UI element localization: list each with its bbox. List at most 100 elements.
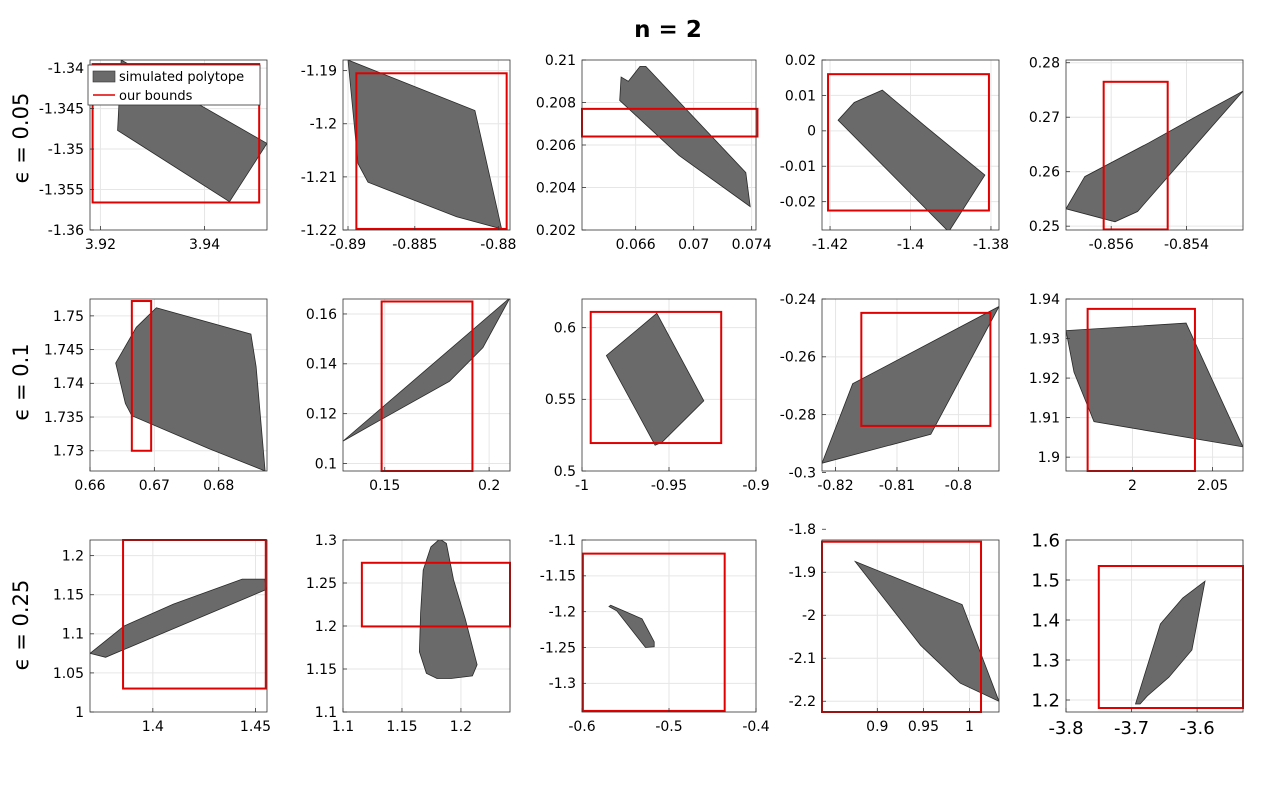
axes-box: [1065, 59, 1244, 231]
y-tick-label: 1.15: [53, 588, 84, 604]
y-tick-label: 0.26: [1029, 165, 1060, 181]
x-tick-label: -3.6: [1180, 718, 1215, 739]
y-tick-label: -1.2: [310, 117, 337, 133]
y-tick-label: -2.1: [789, 651, 816, 667]
y-tick-label: 1.92: [1029, 371, 1060, 387]
y-tick-label: 0.202: [536, 223, 576, 239]
x-tick-label: -0.856: [1089, 237, 1134, 253]
simulated-polytope: [605, 312, 705, 446]
subplot-2-3: -1 -0.95 -0.9 0.5 0.55 0.6: [545, 298, 770, 494]
x-tick-label: 0.95: [908, 719, 939, 735]
legend-polytope-label: simulated polytope: [119, 70, 244, 85]
y-tick-label: 1.745: [44, 342, 84, 358]
x-tick-label: 1.15: [386, 719, 417, 735]
y-tick-label: 1.5: [1031, 570, 1060, 591]
y-tick-label: 1.2: [1031, 690, 1060, 711]
x-tick-label: 1.45: [240, 719, 271, 735]
axes-box: [1065, 539, 1244, 713]
x-tick-label: 3.92: [85, 237, 116, 253]
x-tick-label: -0.9: [742, 478, 769, 494]
simulated-polytope: [1066, 322, 1243, 448]
axes-box: [342, 298, 511, 472]
axes-box: [89, 298, 268, 472]
y-tick-label: 0.28: [1029, 56, 1060, 72]
x-tick-label: -1.4: [897, 237, 924, 253]
y-tick-label: 1.2: [315, 619, 337, 635]
y-tick-label: 0.55: [545, 392, 576, 408]
x-tick-label: -3.8: [1048, 718, 1083, 739]
row-label-2: ϵ = 0.1: [9, 343, 33, 420]
y-tick-label: 0.12: [306, 407, 337, 423]
y-tick-label: 1.735: [44, 410, 84, 426]
x-tick-label: -0.82: [817, 478, 853, 494]
bounds-rectangle: [827, 73, 990, 212]
subplot-2-2: 0.15 0.2 0.1 0.12 0.14 0.16: [306, 298, 511, 494]
y-tick-label: -0.3: [789, 465, 816, 481]
y-tick-label: -1.345: [39, 101, 84, 117]
y-tick-label: 0.25: [1029, 219, 1060, 235]
x-tick-label: -0.4: [742, 719, 769, 735]
row-label-3: ϵ = 0.25: [9, 580, 33, 671]
y-tick-label: -0.28: [780, 408, 816, 424]
y-tick-label: -1.1: [549, 533, 576, 549]
bounds-rectangle: [91, 63, 261, 204]
y-tick-label: -1.3: [549, 676, 576, 692]
x-tick-label: -1.42: [812, 237, 848, 253]
y-tick-label: 0.27: [1029, 110, 1060, 126]
y-tick-label: 1.1: [315, 705, 337, 721]
y-tick-label: -2.2: [789, 694, 816, 710]
y-tick-label: -0.02: [780, 195, 816, 211]
y-tick-label: 1.3: [1031, 650, 1060, 671]
x-tick-label: 0.66: [74, 478, 105, 494]
x-tick-label: 3.94: [189, 237, 220, 253]
x-tick-label: 1.2: [450, 719, 472, 735]
bounds-rectangle: [581, 552, 726, 712]
y-tick-label: 0.21: [545, 53, 576, 69]
axes-box: [1065, 298, 1244, 472]
axes-box: [89, 539, 268, 713]
x-tick-label: -0.89: [330, 237, 366, 253]
x-tick-label: -0.6: [568, 719, 595, 735]
x-tick-label: -0.854: [1164, 237, 1209, 253]
y-tick-label: 1.3: [315, 533, 337, 549]
y-tick-label: 0: [807, 124, 816, 140]
subplot-3-2: 1.1 1.15 1.2 1.1 1.15 1.2 1.25 1.3: [306, 533, 511, 735]
x-tick-label: 2: [1128, 478, 1137, 494]
x-tick-label: 1.1: [332, 719, 354, 735]
bounds-rectangle: [130, 300, 153, 452]
subplot-1-5: -0.856 -0.854 0.25 0.26 0.27 0.28: [1029, 56, 1244, 253]
bounds-rectangle: [860, 311, 992, 427]
y-tick-label: 1.2: [62, 549, 84, 565]
y-tick-label: 1.1: [62, 627, 84, 643]
simulated-polytope: [343, 299, 510, 442]
y-tick-label: -1.15: [540, 569, 576, 585]
subplot-1-3: 0.066 0.07 0.074 0.202 0.204 0.206 0.208 0.21: [536, 53, 772, 253]
y-tick-label: 0.02: [785, 53, 816, 69]
y-tick-label: -0.26: [780, 350, 816, 366]
row-label-eps-0-25: ϵ = 0.25: [9, 580, 33, 671]
y-tick-label: -1.9: [789, 565, 816, 581]
legend-box: [87, 64, 261, 106]
x-tick-label: 0.15: [369, 478, 400, 494]
y-tick-label: 1.93: [1029, 331, 1060, 347]
y-tick-label: -1.34: [48, 61, 84, 77]
y-tick-label: -1.25: [540, 640, 576, 656]
x-tick-label: 0.9: [866, 719, 888, 735]
simulated-polytope: [608, 604, 655, 648]
y-tick-label: 1.9: [1038, 450, 1060, 466]
x-tick-label: -1.38: [973, 237, 1009, 253]
x-tick-label: 0.68: [203, 478, 234, 494]
y-tick-label: 0.5: [554, 464, 576, 480]
y-tick-label: 0.206: [536, 138, 576, 154]
y-tick-label: -1.2: [549, 605, 576, 621]
y-tick-label: -0.01: [780, 159, 816, 175]
subplot-1-2: -0.89 -0.885 -0.88 -1.22 -1.21 -1.2 -1.19: [301, 59, 516, 253]
row-label-eps-0-1: ϵ = 0.1: [9, 343, 33, 420]
simulated-polytope: [1066, 90, 1243, 223]
y-tick-label: 1.15: [306, 662, 337, 678]
y-tick-label: 0.14: [306, 357, 337, 373]
row-label-1: ϵ = 0.05: [9, 93, 33, 184]
y-tick-label: 1.91: [1029, 411, 1060, 427]
bounds-rectangle: [355, 72, 508, 230]
